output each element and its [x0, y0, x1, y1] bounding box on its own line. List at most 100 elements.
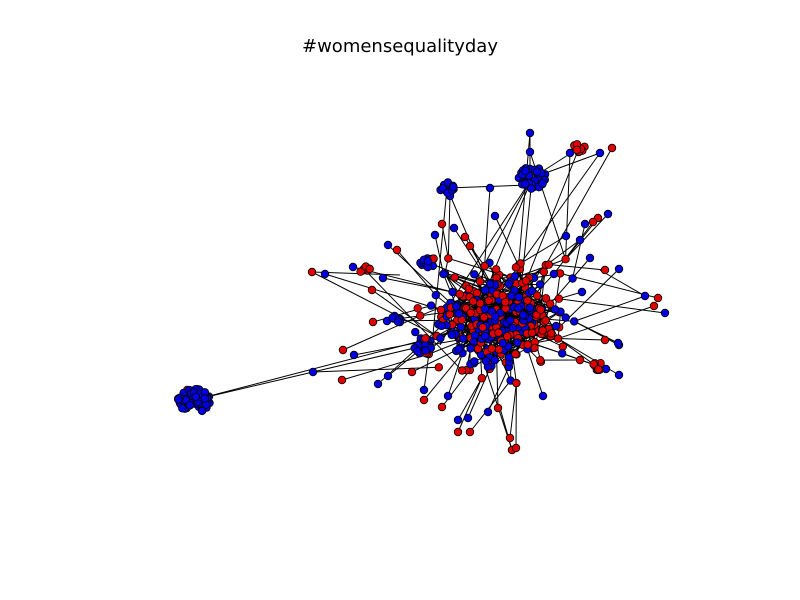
graph-node-blue: [185, 401, 195, 410]
graph-edge: [572, 223, 586, 279]
graph-edge: [528, 239, 581, 279]
graph-node-red: [475, 277, 485, 286]
graph-node-red: [589, 360, 598, 369]
graph-node-red: [407, 367, 417, 377]
graph-node-red: [553, 334, 563, 343]
graph-edge: [387, 244, 451, 304]
graph-node-blue: [525, 128, 535, 138]
graph-node-red: [450, 273, 459, 282]
graph-node-blue: [481, 331, 490, 341]
graph-node-blue: [660, 308, 670, 318]
graph-node-blue: [454, 344, 463, 354]
graph-edge: [311, 271, 437, 337]
graph-node-blue: [485, 279, 495, 289]
graph-node-blue: [348, 262, 358, 272]
graph-node-red: [437, 402, 447, 412]
graph-node-blue: [521, 166, 530, 176]
graph-edge: [520, 235, 567, 264]
graph-node-red: [536, 356, 545, 365]
graph-node-red: [479, 313, 489, 322]
graph-node-red: [487, 344, 496, 353]
graph-node-blue: [419, 385, 429, 395]
graph-node-red: [356, 267, 365, 276]
graph-edge: [509, 383, 517, 439]
graph-node-red: [544, 260, 553, 269]
graph-node-red: [421, 334, 430, 343]
graph-node-red: [445, 310, 454, 319]
graph-edge: [341, 353, 429, 381]
graph-node-red: [492, 265, 501, 274]
graph-node-blue: [508, 323, 517, 333]
graph-node-blue: [436, 334, 445, 343]
graph-node-red: [457, 366, 467, 375]
graph-edge: [324, 273, 442, 311]
graph-edge: [548, 264, 606, 271]
graph-node-red: [607, 143, 617, 153]
graph-node-red: [539, 267, 549, 276]
graph-edge: [509, 334, 517, 384]
graph-node-red: [437, 219, 447, 229]
graph-title: #womensequalityday: [302, 36, 498, 57]
graph-node-blue: [561, 313, 570, 322]
graph-node-red: [478, 323, 487, 332]
graph-node-blue: [463, 413, 473, 423]
graph-node-blue: [423, 257, 433, 266]
graph-node-blue: [191, 392, 200, 402]
graph-node-red: [588, 217, 598, 227]
graph-node-red: [338, 345, 348, 355]
graph-node-blue: [640, 291, 650, 301]
graph-node-red: [523, 340, 532, 349]
graph-node-red: [368, 317, 378, 327]
graph-node-blue: [513, 338, 522, 347]
graph-edge: [457, 377, 483, 421]
graph-node-red: [511, 349, 520, 359]
graph-node-red: [547, 329, 556, 338]
graph-node-blue: [527, 286, 537, 295]
graph-edge: [558, 338, 606, 341]
graph-node-blue: [549, 269, 559, 279]
graph-node-blue: [373, 379, 383, 389]
graph-node-blue: [568, 274, 577, 283]
graph-node-red: [493, 403, 503, 413]
graph-node-blue: [585, 253, 595, 263]
graph-node-red: [392, 245, 402, 255]
graph-node-blue: [466, 344, 475, 353]
graph-edge: [527, 349, 544, 397]
graph-edge: [447, 195, 451, 259]
graph-node-red: [434, 363, 443, 372]
graph-edge: [487, 366, 510, 413]
graph-node-red: [594, 365, 603, 374]
graph-node-blue: [507, 291, 516, 301]
graph-node-blue: [614, 264, 624, 274]
graph-node-blue: [577, 287, 587, 297]
graph-edge: [467, 368, 491, 419]
graph-node-red: [501, 298, 510, 307]
graph-node-red: [538, 326, 547, 335]
graph-node-blue: [413, 347, 422, 356]
graph-node-red: [536, 305, 545, 314]
graph-node-red: [653, 293, 663, 303]
graph-node-red: [460, 232, 470, 242]
graph-node-blue: [613, 338, 623, 348]
graph-edge: [423, 354, 430, 391]
node-layer: [173, 128, 670, 455]
graph-node-blue: [393, 317, 403, 326]
graph-node-red: [511, 263, 521, 272]
graph-node-red: [649, 301, 659, 311]
graph-node-red: [453, 427, 463, 437]
graph-node-red: [444, 254, 453, 263]
graph-edge: [484, 187, 491, 267]
graph-node-blue: [532, 167, 542, 176]
graph-node-blue: [454, 309, 464, 318]
graph-node-blue: [491, 312, 500, 321]
graph-edge: [574, 295, 646, 322]
graph-node-blue: [308, 367, 318, 377]
graph-node-blue: [437, 321, 446, 331]
graph-node-red: [600, 265, 610, 275]
graph-node-red: [541, 316, 550, 325]
graph-node-blue: [349, 350, 359, 360]
graph-node-red: [575, 355, 585, 365]
graph-edge: [382, 277, 453, 293]
graph-node-blue: [378, 273, 388, 283]
graph-edge: [565, 213, 609, 260]
